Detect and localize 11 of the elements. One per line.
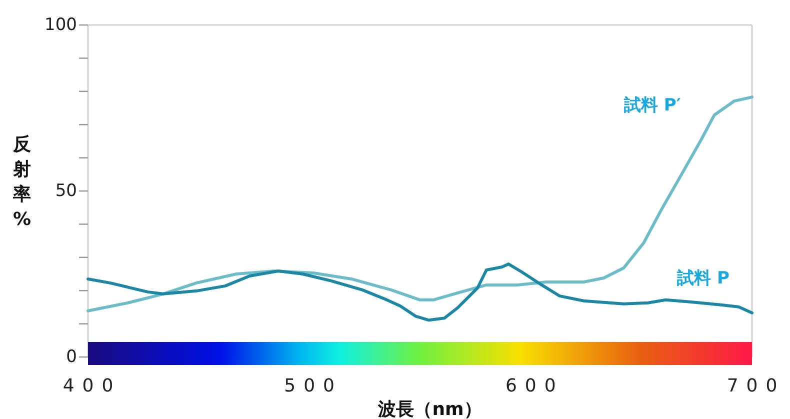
x-axis-title: 波長（nm） [377, 399, 482, 419]
x-tick-label: 500 [284, 376, 343, 396]
y-tick-label: 100 [44, 15, 77, 35]
x-tick-label: 700 [726, 376, 786, 396]
x-tick-label: 600 [505, 376, 564, 396]
y-axis-title: 反射率% [12, 134, 32, 230]
series-label: 試料 P [676, 268, 730, 288]
x-tick-label: 400 [62, 376, 122, 396]
series-label: 試料 P′ [622, 96, 682, 116]
y-tick-label: 0 [66, 347, 77, 367]
y-tick-label: 50 [55, 181, 77, 201]
